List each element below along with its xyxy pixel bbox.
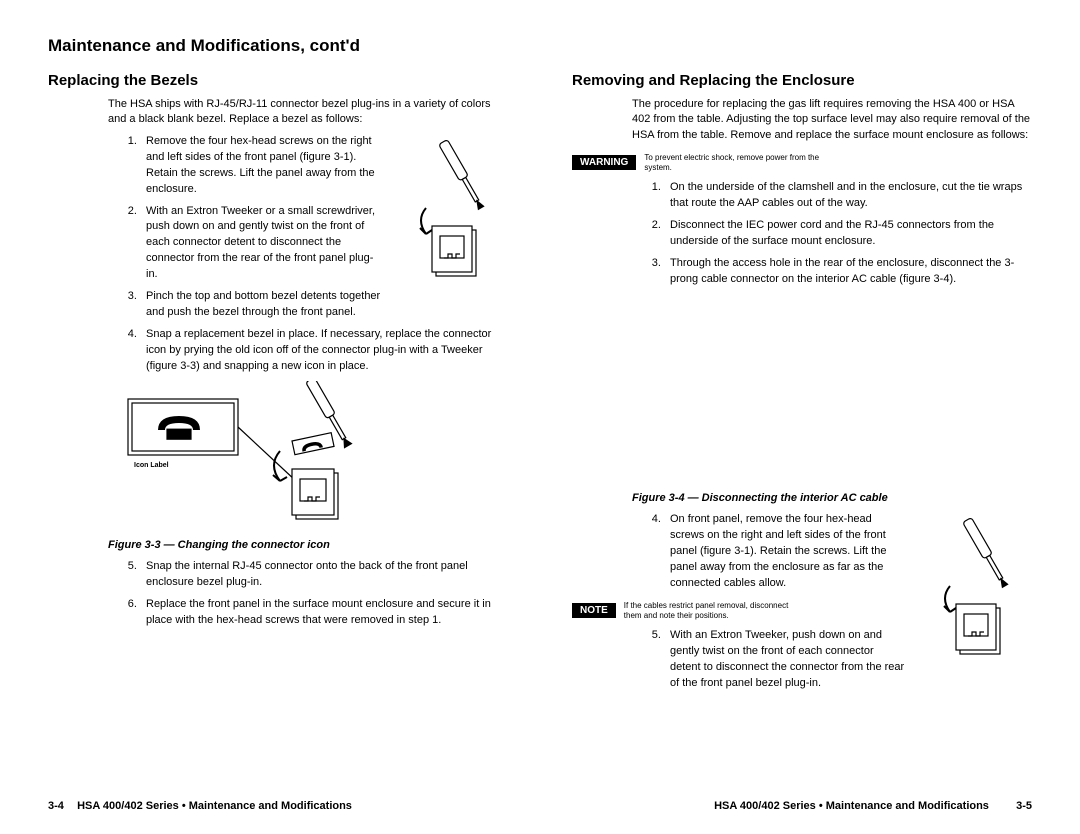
footer-series-right: HSA 400/402 Series • Maintenance and Mod… [714, 800, 989, 812]
left-intro: The HSA ships with RJ-45/RJ-11 connector… [108, 97, 508, 128]
figure-tweeker-connector-icon [388, 138, 498, 288]
footer-left-page: 3-4 [48, 800, 74, 812]
left-section-title: Replacing the Bezels [48, 72, 508, 89]
note-label: NOTE [572, 603, 616, 618]
list-item: Replace the front panel in the surface m… [140, 597, 508, 629]
footer-right-page: 3-5 [1006, 800, 1032, 812]
figure-3-3-caption: Figure 3-3 — Changing the connector icon [108, 539, 508, 551]
right-steps-list-a: On the underside of the clamshell and in… [650, 180, 1032, 288]
footer-left: 3-4 HSA 400/402 Series • Maintenance and… [48, 800, 352, 812]
main-title: Maintenance and Modifications, cont'd [48, 36, 1032, 56]
note-row: NOTE If the cables restrict panel remova… [572, 597, 906, 624]
warning-text: To prevent electric shock, remove power … [644, 153, 824, 172]
two-column-layout: Replacing the Bezels The HSA ships with … [48, 72, 1032, 698]
figure-3-3-icon: Icon Label [118, 381, 418, 531]
footer-series-left: HSA 400/402 Series • Maintenance and Mod… [77, 800, 352, 812]
right-column: Removing and Replacing the Enclosure The… [572, 72, 1032, 698]
warning-row: WARNING To prevent electric shock, remov… [572, 149, 1032, 176]
figure-tweeker-connector-2-icon [912, 516, 1022, 666]
left-steps-list-b: Snap the internal RJ-45 connector onto t… [126, 559, 508, 629]
right-section-title: Removing and Replacing the Enclosure [572, 72, 1032, 89]
svg-text:Icon Label: Icon Label [134, 462, 169, 469]
list-item: Through the access hole in the rear of t… [664, 256, 1032, 288]
list-item: Disconnect the IEC power cord and the RJ… [664, 218, 1032, 250]
list-item: Snap the internal RJ-45 connector onto t… [140, 559, 508, 591]
right-intro: The procedure for replacing the gas lift… [632, 97, 1032, 143]
left-column: Replacing the Bezels The HSA ships with … [48, 72, 508, 698]
footer-right: HSA 400/402 Series • Maintenance and Mod… [714, 800, 1032, 812]
list-item: Snap a replacement bezel in place. If ne… [140, 327, 508, 375]
figure-3-4-placeholder [572, 294, 1032, 484]
warning-label: WARNING [572, 155, 636, 170]
list-item: Pinch the top and bottom bezel detents t… [140, 289, 508, 321]
note-text: If the cables restrict panel removal, di… [624, 601, 804, 620]
list-item: On the underside of the clamshell and in… [664, 180, 1032, 212]
page-footer: 3-4 HSA 400/402 Series • Maintenance and… [48, 800, 1032, 812]
figure-3-4-caption: Figure 3-4 — Disconnecting the interior … [632, 492, 1032, 504]
